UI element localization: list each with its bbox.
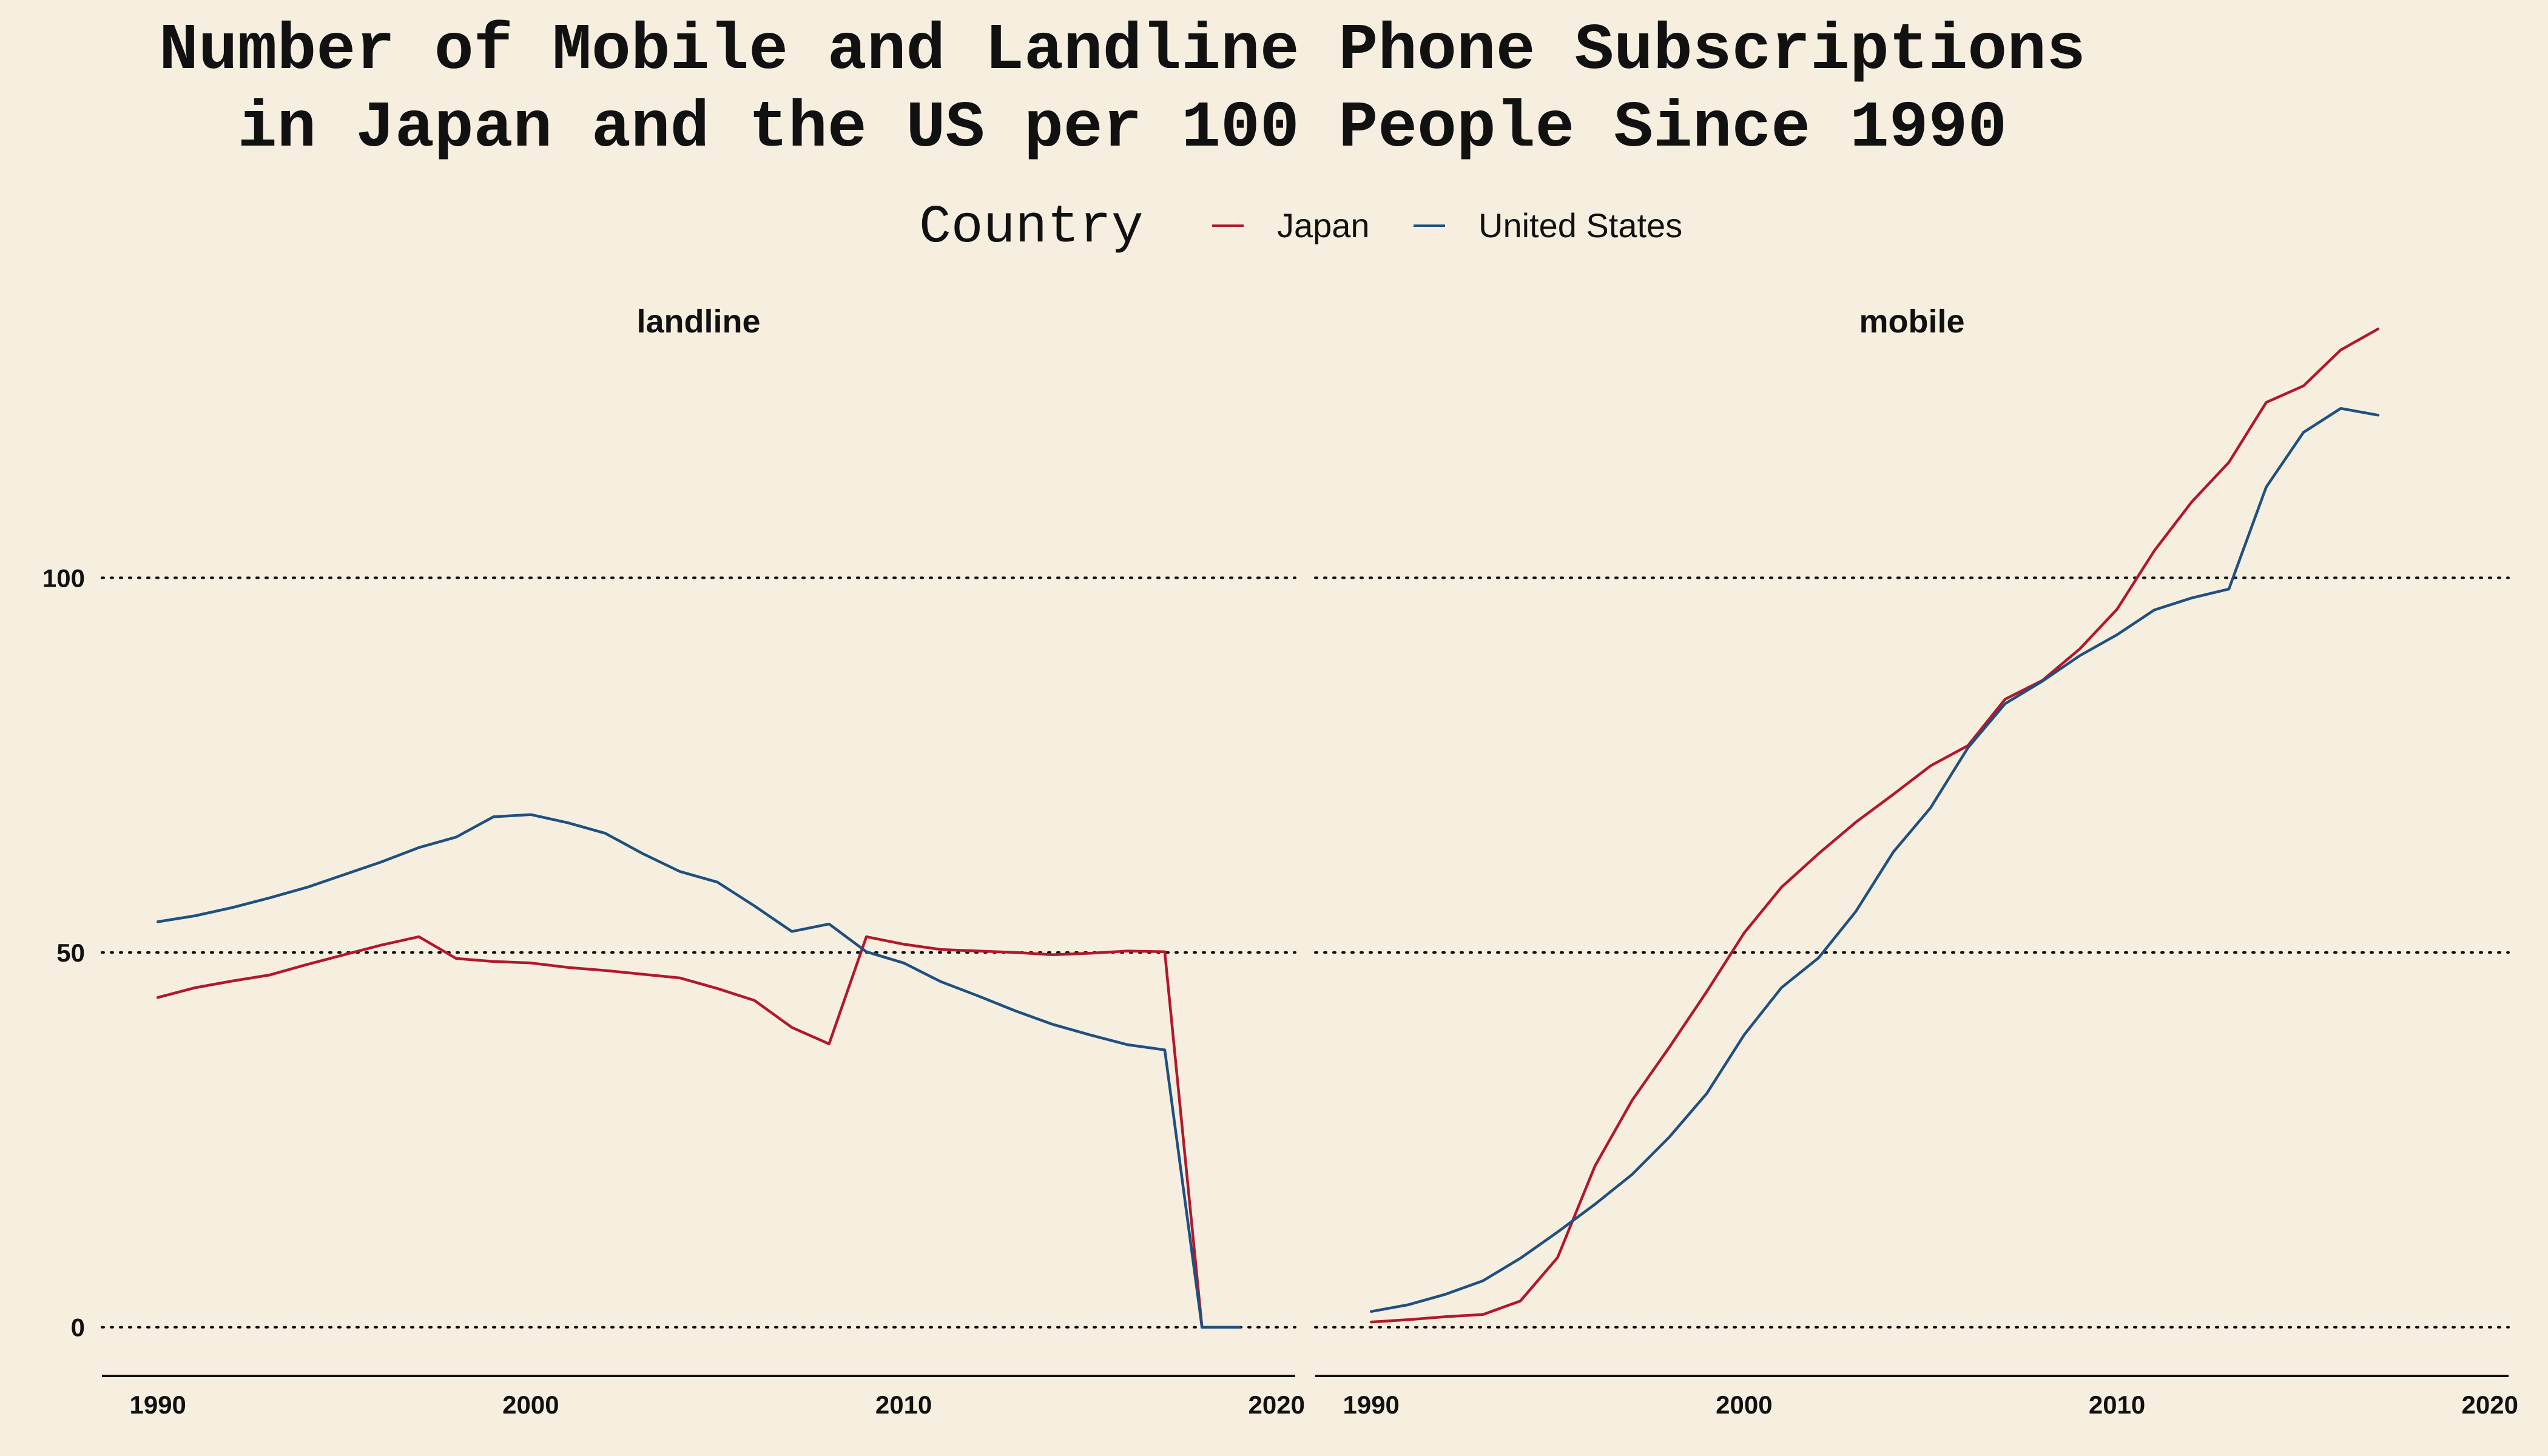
legend-title: Country [919,198,1144,258]
facet-label-mobile: mobile [1859,303,1964,340]
y-tick-label: 100 [42,564,85,592]
facet-mobile: mobile 1990 2000 2010 2020 [1314,303,2518,1419]
chart-title: Number of Mobile and Landline Phone Subs… [159,14,2086,166]
facet-landline: landline 1990 2000 2010 2020 [101,303,1305,1419]
x-tick-label: 2020 [2462,1390,2518,1419]
series-line-united-states [156,813,1241,1329]
x-tick-label: 2010 [875,1390,932,1419]
x-tick-label: 2000 [502,1390,559,1419]
facet-label-landline: landline [636,303,760,340]
x-tick-label: 2010 [2089,1390,2145,1419]
facet-panels: 0 50 100 landline 1990 2000 2010 2020 mobile 1990… [42,303,2518,1419]
y-tick-label: 50 [56,939,85,967]
legend-label-united-states: United States [1478,206,1682,244]
series-line-japan [1369,327,2380,1324]
legend: Country Japan United States [919,198,1682,258]
x-tick-label: 2020 [1249,1390,1305,1419]
x-tick-label: 1990 [129,1390,186,1419]
series-line-japan [156,935,1241,1329]
legend-label-japan: Japan [1277,206,1370,244]
x-tick-label: 2000 [1716,1390,1772,1419]
series-line-united-states [1369,406,2380,1313]
x-tick-label: 1990 [1343,1390,1399,1419]
y-tick-label: 0 [71,1313,85,1342]
